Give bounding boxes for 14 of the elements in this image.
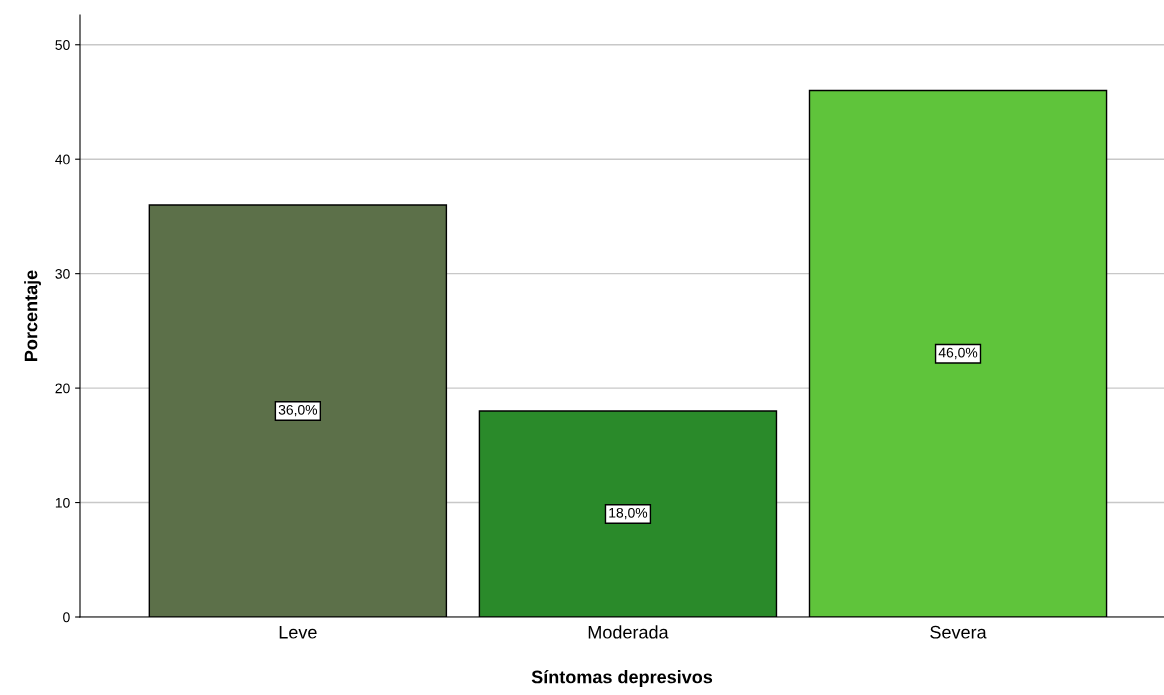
x-tick-label: Leve bbox=[279, 626, 317, 639]
data-label: 18,0% bbox=[609, 507, 648, 520]
y-tick-label: 0 bbox=[63, 612, 70, 623]
x-axis-title: Síntomas depresivos bbox=[531, 669, 713, 687]
y-axis-title: Porcentaje bbox=[24, 270, 41, 361]
y-tick-label: 20 bbox=[55, 383, 70, 394]
y-tick-label: 30 bbox=[55, 268, 70, 279]
x-tick-label: Severa bbox=[930, 625, 987, 639]
x-tick-label: Moderada bbox=[588, 625, 669, 639]
data-label: 36,0% bbox=[278, 404, 318, 417]
y-tick-label: 10 bbox=[55, 497, 70, 508]
y-tick-label: 40 bbox=[55, 154, 70, 165]
data-label: 46,0% bbox=[938, 347, 978, 360]
y-tick-label: 50 bbox=[55, 40, 70, 50]
